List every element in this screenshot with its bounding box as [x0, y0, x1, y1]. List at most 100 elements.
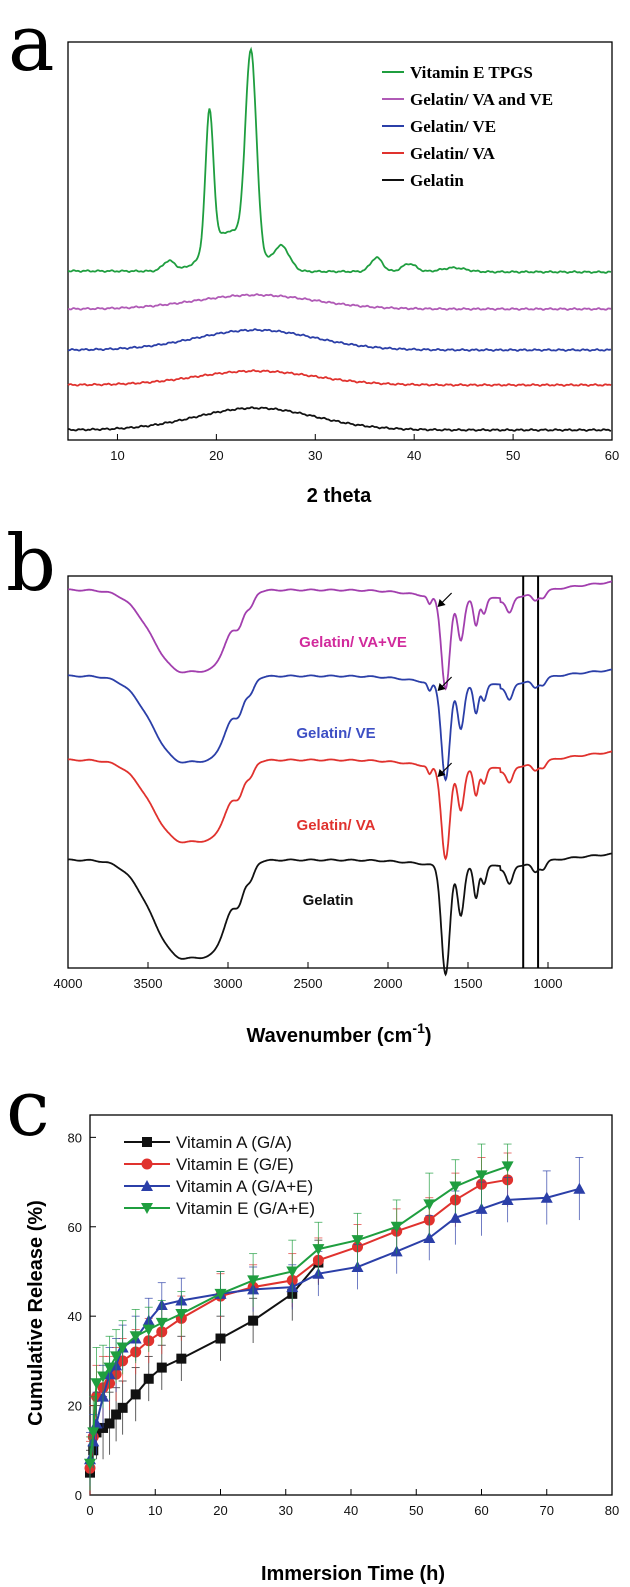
ftir-peak-arrowhead — [437, 599, 446, 607]
release-data-point — [117, 1402, 128, 1413]
panel-letter-a: a — [8, 0, 55, 89]
ftir-x-axis-title: Wavenumber (cm-1) — [246, 1020, 431, 1047]
xrd-series-line — [67, 369, 612, 387]
xrd-x-tick-label: 30 — [308, 448, 322, 463]
xrd-plot-frame — [67, 41, 613, 441]
release-data-point — [540, 1191, 553, 1203]
release-data-point — [423, 1199, 436, 1211]
xrd-x-tick-label: 40 — [407, 448, 421, 463]
release-x-axis-title: Immersion Time (h) — [261, 1563, 445, 1585]
release-data-point — [449, 1211, 462, 1223]
release-x-tick-label: 30 — [279, 1503, 293, 1518]
ftir-series-label: Gelatin — [303, 892, 354, 909]
release-data-point — [175, 1308, 188, 1320]
ftir-series-line — [67, 668, 613, 782]
release-x-tick-label: 80 — [605, 1503, 619, 1518]
release-chart: 0 10 20 30 40 50 60 70 80 0 20 40 60 80 Vitamin A (G/A… — [68, 1114, 619, 1518]
release-data-point — [143, 1373, 154, 1384]
release-data-point — [475, 1202, 488, 1214]
ftir-series-line — [68, 852, 613, 977]
xrd-x-tick-label: 60 — [605, 448, 619, 463]
release-data-point — [90, 1378, 103, 1390]
release-data-point — [247, 1275, 260, 1287]
release-series-line — [89, 1261, 320, 1473]
xrd-legend-label: Gelatin — [410, 171, 464, 190]
release-data-point — [116, 1342, 129, 1354]
release-data-point — [423, 1231, 436, 1243]
ftir-peak-arrowhead — [437, 769, 446, 777]
xrd-legend-label: Gelatin/ VA and VE — [410, 90, 553, 109]
release-data-point — [449, 1181, 462, 1193]
release-x-tick-label: 0 — [86, 1503, 93, 1518]
release-legend-label: Vitamin E (G/E) — [176, 1155, 294, 1174]
release-data-point — [573, 1182, 586, 1194]
xrd-chart: 10 20 30 40 50 60 Vitamin E TPGS Gelatin/ VA an… — [67, 41, 619, 463]
release-data-point — [215, 1333, 226, 1344]
release-data-point — [110, 1351, 123, 1363]
xrd-legend-label: Gelatin/ VE — [410, 117, 496, 136]
release-data-point — [475, 1170, 488, 1182]
release-data-point — [248, 1315, 259, 1326]
release-data-point — [351, 1235, 364, 1247]
ftir-x-tick-label: 3000 — [214, 976, 243, 991]
ftir-series-label: Gelatin/ VA — [297, 817, 376, 834]
release-data-point — [176, 1353, 187, 1364]
release-data-point — [155, 1317, 168, 1329]
panel-letter-b: b — [6, 519, 56, 609]
release-data-point — [87, 1427, 100, 1439]
xrd-series-line — [67, 46, 612, 274]
ftir-x-tick-label: 2000 — [374, 976, 403, 991]
release-plot-frame — [89, 1114, 613, 1496]
panel-letter-c: c — [6, 1064, 50, 1154]
ftir-plot-frame — [67, 575, 613, 969]
ftir-chart: 4000 3500 3000 2500 2000 1500 1000 Gelatin/ VA+… — [54, 575, 613, 991]
release-data-point — [501, 1193, 514, 1205]
release-data-point — [286, 1266, 299, 1278]
xrd-legend-label: Gelatin/ VA — [410, 144, 496, 163]
release-data-point — [84, 1458, 96, 1470]
release-x-tick-label: 20 — [213, 1503, 227, 1518]
ftir-x-tick-label: 4000 — [54, 976, 83, 991]
release-x-tick-label: 60 — [474, 1503, 488, 1518]
ftir-series-label: Gelatin/ VA+VE — [299, 634, 407, 651]
release-data-point — [103, 1362, 116, 1374]
xrd-legend-label: Vitamin E TPGS — [410, 63, 533, 82]
release-series — [84, 1143, 514, 1491]
release-data-point — [390, 1221, 403, 1233]
ftir-x-tick-label: 2500 — [294, 976, 323, 991]
xrd-x-tick-label: 20 — [209, 448, 223, 463]
release-data-point — [501, 1161, 514, 1173]
release-x-tick-label: 10 — [148, 1503, 162, 1518]
release-data-point — [130, 1389, 141, 1400]
xrd-x-tick-label: 50 — [506, 448, 520, 463]
ftir-series-label: Gelatin/ VE — [296, 725, 375, 742]
release-data-point — [141, 1203, 153, 1214]
release-x-tick-label: 70 — [540, 1503, 554, 1518]
release-data-point — [129, 1331, 142, 1343]
release-legend-label: Vitamin A (G/A) — [176, 1133, 292, 1152]
xrd-series-line — [67, 406, 612, 432]
release-data-point — [97, 1371, 110, 1383]
ftir-x-tick-label: 1500 — [454, 976, 483, 991]
ftir-series-line — [67, 580, 613, 691]
release-data-point — [312, 1244, 325, 1256]
release-legend-label: Vitamin E (G/A+E) — [176, 1199, 315, 1218]
release-x-tick-label: 50 — [409, 1503, 423, 1518]
xrd-x-axis-title: 2 theta — [307, 485, 372, 507]
release-y-tick-label: 60 — [68, 1220, 82, 1235]
release-data-point — [104, 1418, 115, 1429]
release-data-point — [141, 1158, 153, 1170]
release-y-tick-label: 40 — [68, 1309, 82, 1324]
xrd-series-line — [67, 328, 612, 352]
xrd-x-tick-label: 10 — [110, 448, 124, 463]
release-data-point — [156, 1362, 167, 1373]
release-y-tick-label: 80 — [68, 1130, 82, 1145]
ftir-series-line — [67, 750, 613, 861]
ftir-x-tick-label: 3500 — [134, 976, 163, 991]
release-data-point — [214, 1288, 227, 1300]
release-y-tick-label: 0 — [75, 1488, 82, 1503]
release-data-point — [141, 1180, 153, 1191]
release-y-axis-title: Cumulative Release (%) — [25, 1200, 47, 1426]
release-data-point — [111, 1409, 122, 1420]
release-data-point — [142, 1137, 152, 1147]
